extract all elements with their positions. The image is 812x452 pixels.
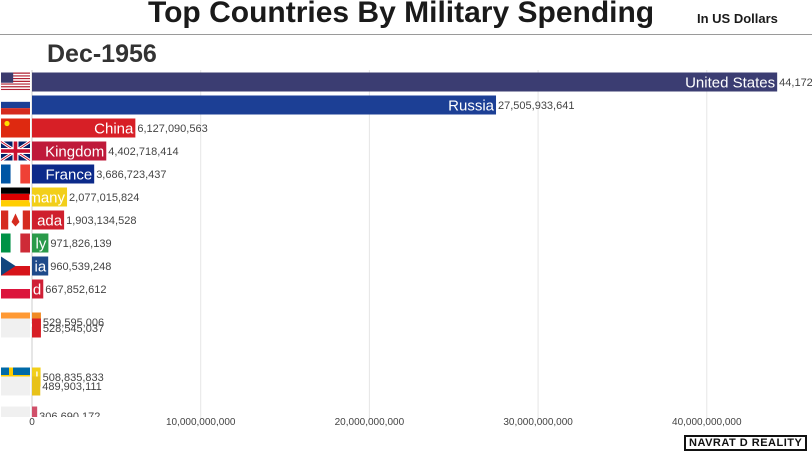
bar-value-label: 971,826,139 [50,238,111,250]
bar [32,256,49,276]
blank-flag-icon [1,376,30,396]
bar-label: ly [36,236,47,253]
bar-value-label: 528,545,037 [43,323,104,335]
bar [32,118,136,138]
bar [32,233,49,253]
x-tick-label: 40,000,000,000 [672,417,742,428]
bar-label: d [33,282,41,299]
bar-value-label: 27,505,933,641 [498,100,574,112]
bar-value-label: 306,690,172 [39,411,100,423]
header-divider [0,34,812,35]
blank-flag-icon [1,318,30,338]
italy-flag-icon [1,233,30,253]
bar-value-label: 3,686,723,437 [96,169,166,181]
bar [32,279,44,299]
x-tick-label: 10,000,000,000 [166,417,236,428]
bar-value-label: 508,835,833 [43,372,104,384]
x-tick-label: 30,000,000,000 [503,417,573,428]
bar-label: France [46,167,93,184]
russia-flag-icon [1,95,30,115]
bar-value-label: 1,903,134,528 [66,215,136,227]
bar [32,376,41,396]
germany-flag-icon [1,187,30,207]
bar-label: United States [685,75,775,92]
bar-label: ada [37,213,63,230]
bar-label: China [94,121,134,138]
bar-value-label: 529,595,006 [43,317,104,329]
china-flag-icon [1,118,30,138]
bar-value-label: 960,539,248 [50,261,111,273]
x-axis-ticks: 0 10,000,000,000 20,000,000,000 30,000,000,… [29,417,742,428]
units-label: In US Dollars [697,11,778,26]
bar [32,141,107,161]
uk-flag-icon [0,140,31,162]
bar-value-label: 6,127,090,563 [137,123,207,135]
watermark-logo: NAVRAT D REALITY [684,435,808,451]
bar [32,406,38,417]
bar-label: ia [35,259,47,276]
bar [32,187,68,207]
x-tick-label: 20,000,000,000 [335,417,405,428]
bar-value-label: 667,852,612 [45,284,106,296]
x-tick-label: 0 [29,417,35,428]
bar-value-label: 44,172,553,319 [779,77,812,89]
bar-value-label: 489,903,111 [42,381,102,393]
bar-value-label: 2,077,015,824 [69,192,139,204]
bar-label: many [28,190,65,207]
poland-flag-icon [1,279,30,299]
us-flag-icon [1,72,30,92]
bars: United States 44,172,553,319 Russia27,505,… [0,72,812,423]
czechoslovakia-flag-icon [1,256,30,276]
bar-label: Kingdom [45,144,104,161]
bar [32,318,41,338]
france-flag-icon [1,164,30,184]
blank-flag-icon [1,406,30,417]
bar [32,72,778,92]
bar-label: Russia [448,98,495,115]
bar [32,164,95,184]
chart-title: Top Countries By Military Spending [148,0,655,29]
bar [32,210,65,230]
canada-flag-icon [1,210,30,230]
period-label: Dec-1956 [47,40,157,68]
bar-value-label: 4,402,718,414 [108,146,178,158]
bar [32,95,497,115]
